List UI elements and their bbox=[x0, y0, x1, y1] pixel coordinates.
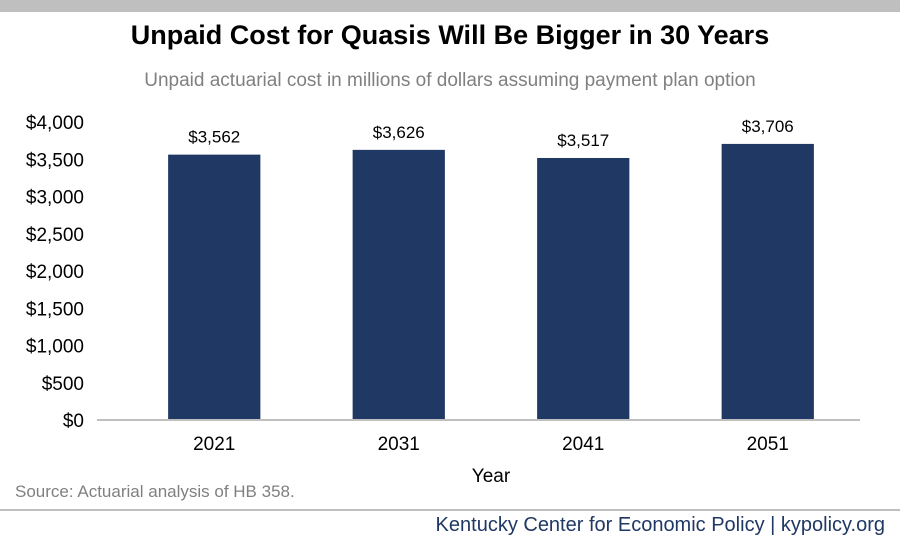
footer-credit: Kentucky Center for Economic Policy | ky… bbox=[435, 514, 885, 536]
y-tick-label: $0 bbox=[63, 411, 84, 432]
source-note: Source: Actuarial analysis of HB 358. bbox=[15, 482, 295, 501]
y-tick-label: $3,000 bbox=[26, 188, 84, 209]
y-tick-label: $1,000 bbox=[26, 337, 84, 358]
x-tick-label: 2031 bbox=[378, 434, 420, 455]
bar bbox=[537, 157, 630, 420]
data-label: $3,517 bbox=[557, 131, 609, 150]
x-axis-title: Year bbox=[472, 466, 511, 487]
y-tick-label: $2,500 bbox=[26, 225, 84, 246]
y-tick-label: $2,000 bbox=[26, 262, 84, 283]
data-label: $3,562 bbox=[188, 128, 240, 147]
bar bbox=[721, 143, 814, 420]
footer-divider bbox=[0, 509, 900, 511]
x-tick-label: 2051 bbox=[747, 434, 789, 455]
chart-subtitle: Unpaid actuarial cost in millions of dol… bbox=[144, 70, 756, 91]
x-tick-label: 2021 bbox=[193, 434, 235, 455]
bar bbox=[168, 154, 261, 421]
data-label: $3,626 bbox=[373, 123, 425, 142]
data-label: $3,706 bbox=[742, 117, 794, 136]
x-tick-label: 2041 bbox=[562, 434, 604, 455]
bar-chart: $0 $500 $1,000 $1,500 $2,000 $2,500 $3,000 $3,5… bbox=[26, 113, 860, 487]
top-accent-bar bbox=[0, 0, 900, 12]
chart-title: Unpaid Cost for Quasis Will Be Bigger in… bbox=[130, 20, 770, 50]
y-tick-label: $500 bbox=[42, 374, 84, 395]
y-tick-label: $3,500 bbox=[26, 150, 84, 171]
y-tick-label: $4,000 bbox=[26, 113, 84, 134]
y-tick-label: $1,500 bbox=[26, 299, 84, 320]
bar bbox=[352, 149, 445, 420]
